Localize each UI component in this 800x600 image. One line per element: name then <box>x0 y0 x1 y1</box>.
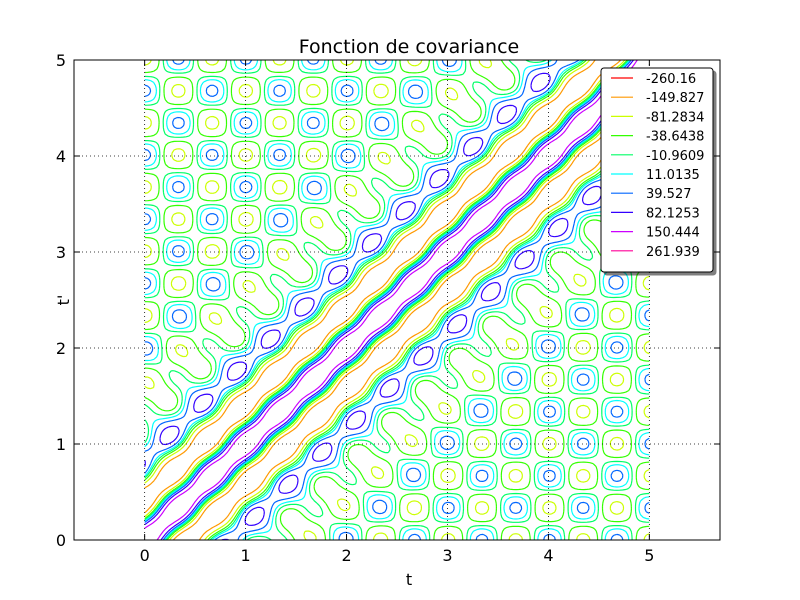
legend-entry: 39.527 <box>611 187 692 202</box>
contour-level-8 <box>144 60 650 540</box>
x-tick-label: 3 <box>442 546 452 565</box>
legend-entry: 150.444 <box>611 226 700 241</box>
legend: -260.16 -149.827 -81.2834 -38.6438 -10.9609 1… <box>600 67 714 273</box>
contour-level-2 <box>144 60 650 540</box>
legend-entry: 11.0135 <box>611 168 700 183</box>
x-axis: 0 1 2 3 4 5 <box>140 60 654 565</box>
legend-label: 82.1253 <box>646 206 700 221</box>
legend-entry: -38.6438 <box>611 130 704 145</box>
contour-level-7 <box>144 60 650 540</box>
legend-entry: -10.9609 <box>611 149 704 164</box>
contour-lines <box>144 60 650 540</box>
x-tick-label: 1 <box>241 546 251 565</box>
legend-entry: 261.939 <box>611 245 700 260</box>
legend-label: -38.6438 <box>646 130 704 145</box>
y-tick-label: 3 <box>56 243 66 262</box>
x-tick-label: 4 <box>543 546 553 565</box>
y-axis: 0 1 2 3 4 5 <box>56 51 720 550</box>
legend-box <box>600 67 714 273</box>
legend-label: -81.2834 <box>646 110 704 125</box>
chart-title: Fonction de covariance <box>299 36 519 58</box>
legend-label: 261.939 <box>646 245 700 260</box>
y-tick-label: 2 <box>56 339 66 358</box>
legend-entry: 82.1253 <box>611 206 700 221</box>
legend-label: 150.444 <box>646 226 700 241</box>
legend-entry: -260.16 <box>611 72 696 87</box>
y-tick-label: 4 <box>56 147 66 166</box>
legend-entry: -81.2834 <box>611 110 704 125</box>
y-tick-label: 1 <box>56 435 66 454</box>
y-tick-label: 5 <box>56 51 66 70</box>
contour-level-5 <box>144 60 650 540</box>
y-axis-label: t' <box>54 295 73 306</box>
legend-label: -260.16 <box>646 72 696 87</box>
legend-label: -149.827 <box>646 91 704 106</box>
plot-frame <box>73 59 721 541</box>
legend-label: -10.9609 <box>646 149 704 164</box>
x-tick-label: 2 <box>341 546 351 565</box>
x-tick-label: 5 <box>644 546 654 565</box>
x-axis-label: t <box>406 570 412 589</box>
contour-level-1 <box>144 60 650 540</box>
legend-entry: -149.827 <box>611 91 704 106</box>
x-tick-label: 0 <box>140 546 150 565</box>
contour-level-3 <box>144 60 650 540</box>
legend-label: 39.527 <box>646 187 692 202</box>
y-tick-label: 0 <box>56 531 66 550</box>
legend-label: 11.0135 <box>646 168 700 183</box>
